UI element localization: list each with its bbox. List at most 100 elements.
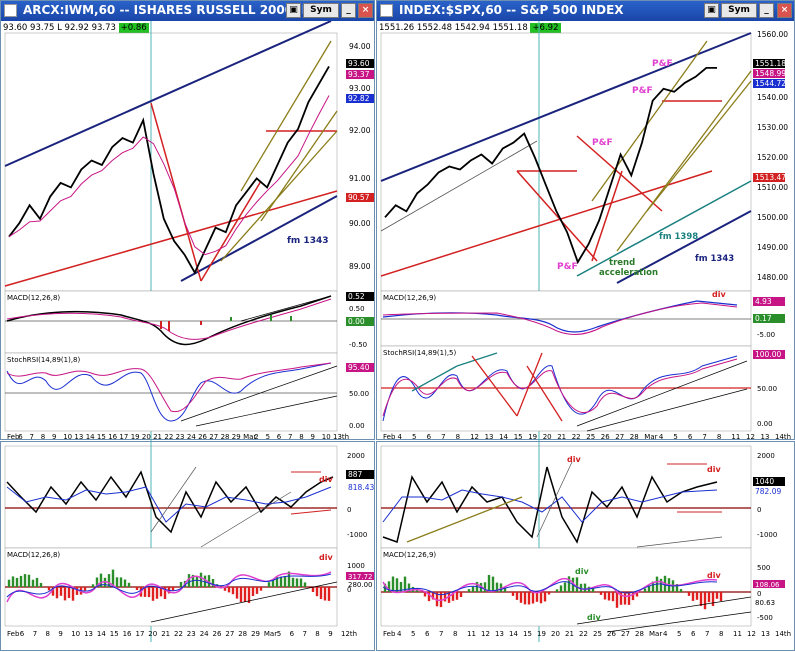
svg-text:280.00: 280.00 bbox=[348, 581, 373, 589]
date-tick-label: 13 bbox=[761, 630, 770, 638]
spx-titlebar[interactable]: INDEX:$SPX,60 -- S&P 500 INDEX ▣ Sym _ × bbox=[377, 1, 794, 21]
date-tick-label: 11 bbox=[733, 630, 742, 638]
svg-text:92.00: 92.00 bbox=[349, 126, 371, 135]
iwm-price-axis: 94.00 93.00 92.00 91.00 90.00 89.00 bbox=[349, 42, 371, 271]
spx-chart-svg[interactable]: P&F P&F P&F P&F trend acceleration fm 13… bbox=[377, 21, 795, 441]
fm-1343-label: fm 1343 bbox=[287, 236, 328, 246]
date-tick-label: 14 bbox=[86, 433, 95, 441]
date-tick-label: 15 bbox=[97, 433, 106, 441]
link-icon[interactable]: ▣ bbox=[286, 3, 301, 18]
ma-long-line bbox=[380, 170, 713, 277]
date-tick-label: 16 bbox=[123, 630, 132, 638]
date-tick-label: 8 bbox=[453, 630, 457, 638]
date-tick-label: 14 bbox=[97, 630, 106, 638]
stochrsi-signal-line bbox=[6, 362, 332, 413]
spx-date-axis: Feb 4 5 6 7 8 12 13 14 15 19 20 21 22 25 26 27 28 Mar 4 5 6 7 8… bbox=[383, 433, 791, 441]
iwm-breadth-histogram bbox=[7, 569, 331, 603]
date-tick-label: 21 bbox=[557, 433, 566, 441]
iwm-chart-svg[interactable]: fm 1343 94.00 93.00 92.00 91.00 90.00 89… bbox=[1, 21, 376, 441]
svg-text:0.17: 0.17 bbox=[755, 314, 772, 323]
olive-channel-1 bbox=[240, 40, 332, 192]
date-tick-label: 9 bbox=[328, 630, 332, 638]
date-tick-label: 13 bbox=[84, 630, 93, 638]
symbol-button[interactable]: Sym bbox=[303, 3, 339, 18]
date-tick-label: 6 bbox=[688, 433, 693, 441]
date-tick-label: 7 bbox=[33, 630, 37, 638]
svg-text:2000: 2000 bbox=[347, 452, 365, 460]
date-tick-label: 22 bbox=[579, 630, 588, 638]
stochrsi-label: StochRSI(14,89(1),8) bbox=[7, 356, 80, 364]
date-tick-label: 6 bbox=[691, 630, 696, 638]
svg-text:0.00: 0.00 bbox=[757, 420, 773, 428]
macd-line bbox=[6, 295, 332, 346]
date-tick-label: 8 bbox=[41, 433, 45, 441]
date-tick-label: 11 bbox=[731, 433, 740, 441]
date-tick-label: 20 bbox=[551, 630, 560, 638]
svg-text:P&F: P&F bbox=[632, 86, 653, 96]
date-tick-label: 14th bbox=[775, 630, 791, 638]
svg-text:0.50: 0.50 bbox=[349, 305, 365, 313]
iwm-ma-line bbox=[8, 95, 330, 256]
minimize-button[interactable]: _ bbox=[341, 3, 356, 18]
date-tick-label: 12 bbox=[746, 433, 755, 441]
spx-breadth-window[interactable]: div div 2000 0 -1000 1040 782.09 MACD(12… bbox=[376, 441, 795, 651]
svg-text:MACD(12,26,9): MACD(12,26,9) bbox=[383, 551, 436, 559]
svg-text:80.63: 80.63 bbox=[755, 599, 775, 607]
date-tick-label: 20 bbox=[543, 433, 552, 441]
date-tick-label: 13 bbox=[495, 630, 504, 638]
svg-text:1551.18: 1551.18 bbox=[755, 59, 786, 68]
iwm-breadth-svg[interactable]: div 2000 0 -1000 887 818.43 MACD(12,26,8… bbox=[1, 442, 376, 652]
date-tick-label: 12 bbox=[481, 630, 490, 638]
date-tick-label: 8 bbox=[717, 433, 721, 441]
date-tick-label: 19 bbox=[537, 630, 546, 638]
macd-value-tag bbox=[346, 292, 374, 301]
chart-window-icon bbox=[380, 4, 393, 17]
red-v-right bbox=[200, 180, 262, 282]
iwm-titlebar[interactable]: ARCX:IWM,60 -- ISHARES RUSSELL 2000 IND … bbox=[1, 1, 374, 21]
macd-signal-line bbox=[6, 298, 332, 340]
date-tick-label: 4 bbox=[659, 433, 664, 441]
symbol-button[interactable]: Sym bbox=[721, 3, 757, 18]
date-tick-label: 6 bbox=[427, 433, 432, 441]
svg-text:91.00: 91.00 bbox=[349, 174, 371, 183]
svg-text:317.72: 317.72 bbox=[348, 573, 373, 581]
svg-text:0: 0 bbox=[347, 586, 351, 594]
iwm-chart-window[interactable]: ARCX:IWM,60 -- ISHARES RUSSELL 2000 IND … bbox=[0, 0, 376, 441]
date-tick-label: 10 bbox=[63, 433, 72, 441]
link-icon[interactable]: ▣ bbox=[704, 3, 719, 18]
date-tick-label: 7 bbox=[441, 433, 445, 441]
date-tick-label: 13 bbox=[74, 433, 83, 441]
date-tick-label: 25 bbox=[586, 433, 595, 441]
svg-text:P&F: P&F bbox=[557, 262, 578, 272]
close-button[interactable]: × bbox=[777, 3, 792, 18]
date-tick-label: 7 bbox=[288, 433, 292, 441]
svg-text:1560.00: 1560.00 bbox=[757, 30, 788, 39]
spx-breadth-svg[interactable]: div div 2000 0 -1000 1040 782.09 MACD(12… bbox=[377, 442, 795, 652]
svg-text:108.06: 108.06 bbox=[755, 581, 780, 589]
svg-text:div: div bbox=[567, 455, 581, 464]
spx-chart-window[interactable]: INDEX:$SPX,60 -- S&P 500 INDEX ▣ Sym _ ×… bbox=[376, 0, 795, 441]
date-tick-label: Mar bbox=[264, 630, 277, 638]
upper-channel-line bbox=[4, 21, 332, 167]
svg-text:90.00: 90.00 bbox=[349, 219, 371, 228]
date-tick-label: 28 bbox=[630, 433, 639, 441]
spx-quote-line: 1551.26 1552.48 1542.94 1551.18 +6.92 bbox=[379, 23, 561, 33]
date-tick-label: 12 bbox=[470, 433, 479, 441]
minimize-button[interactable]: _ bbox=[759, 3, 774, 18]
date-tick-label: 7 bbox=[705, 630, 709, 638]
date-tick-label: 20 bbox=[148, 630, 157, 638]
date-tick-label: 29 bbox=[251, 630, 260, 638]
svg-text:-500: -500 bbox=[757, 614, 773, 622]
date-tick-label: 16 bbox=[108, 433, 117, 441]
date-tick-label: 8 bbox=[456, 433, 460, 441]
date-tick-label: 27 bbox=[209, 433, 218, 441]
olive-channel-3 bbox=[220, 130, 338, 262]
svg-text:1530.00: 1530.00 bbox=[757, 123, 788, 132]
close-button[interactable]: × bbox=[358, 3, 373, 18]
date-tick-label: 22 bbox=[572, 433, 581, 441]
svg-text:92.82: 92.82 bbox=[348, 94, 370, 103]
date-tick-label: 17 bbox=[136, 630, 145, 638]
iwm-breadth-window[interactable]: div 2000 0 -1000 887 818.43 MACD(12,26,8… bbox=[0, 441, 375, 651]
ma-long-line bbox=[4, 190, 338, 287]
date-tick-label: 8 bbox=[299, 433, 303, 441]
